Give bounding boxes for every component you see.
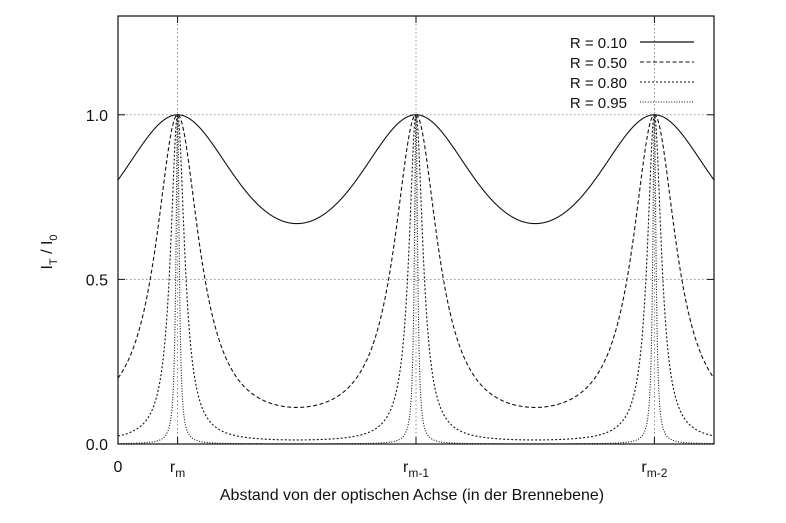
- y-tick-label-0: 0.0: [86, 437, 108, 454]
- y-tick-labels: 0.0 0.5 1.0: [86, 108, 108, 454]
- ticks: [117, 16, 714, 445]
- series-group: [117, 113, 715, 445]
- legend-label-2: R = 0.80: [570, 75, 627, 92]
- x-tick-label-2: rm-1: [403, 459, 429, 480]
- series-line-1: [117, 114, 715, 408]
- legend-label-0: R = 0.10: [570, 35, 627, 52]
- legend-label-3: R = 0.95: [570, 95, 627, 112]
- y-tick-label-2: 1.0: [86, 108, 108, 125]
- y-axis-label: IT / I0: [39, 234, 60, 269]
- series-line-3: [117, 114, 715, 445]
- x-tick-labels: 0 rm rm-1 rm-2: [114, 459, 668, 480]
- series-line-2: [117, 113, 715, 441]
- legend: R = 0.10 R = 0.50 R = 0.80 R = 0.95: [570, 35, 694, 112]
- y-tick-label-1: 0.5: [86, 272, 108, 289]
- legend-label-1: R = 0.50: [570, 55, 627, 72]
- x-tick-label-3: rm-2: [641, 459, 667, 480]
- x-axis-label: Abstand von der optischen Achse (in der …: [220, 487, 604, 504]
- x-tick-label-0: 0: [114, 459, 123, 476]
- x-tick-label-1: rm: [170, 459, 185, 480]
- grid-lines: [118, 16, 714, 444]
